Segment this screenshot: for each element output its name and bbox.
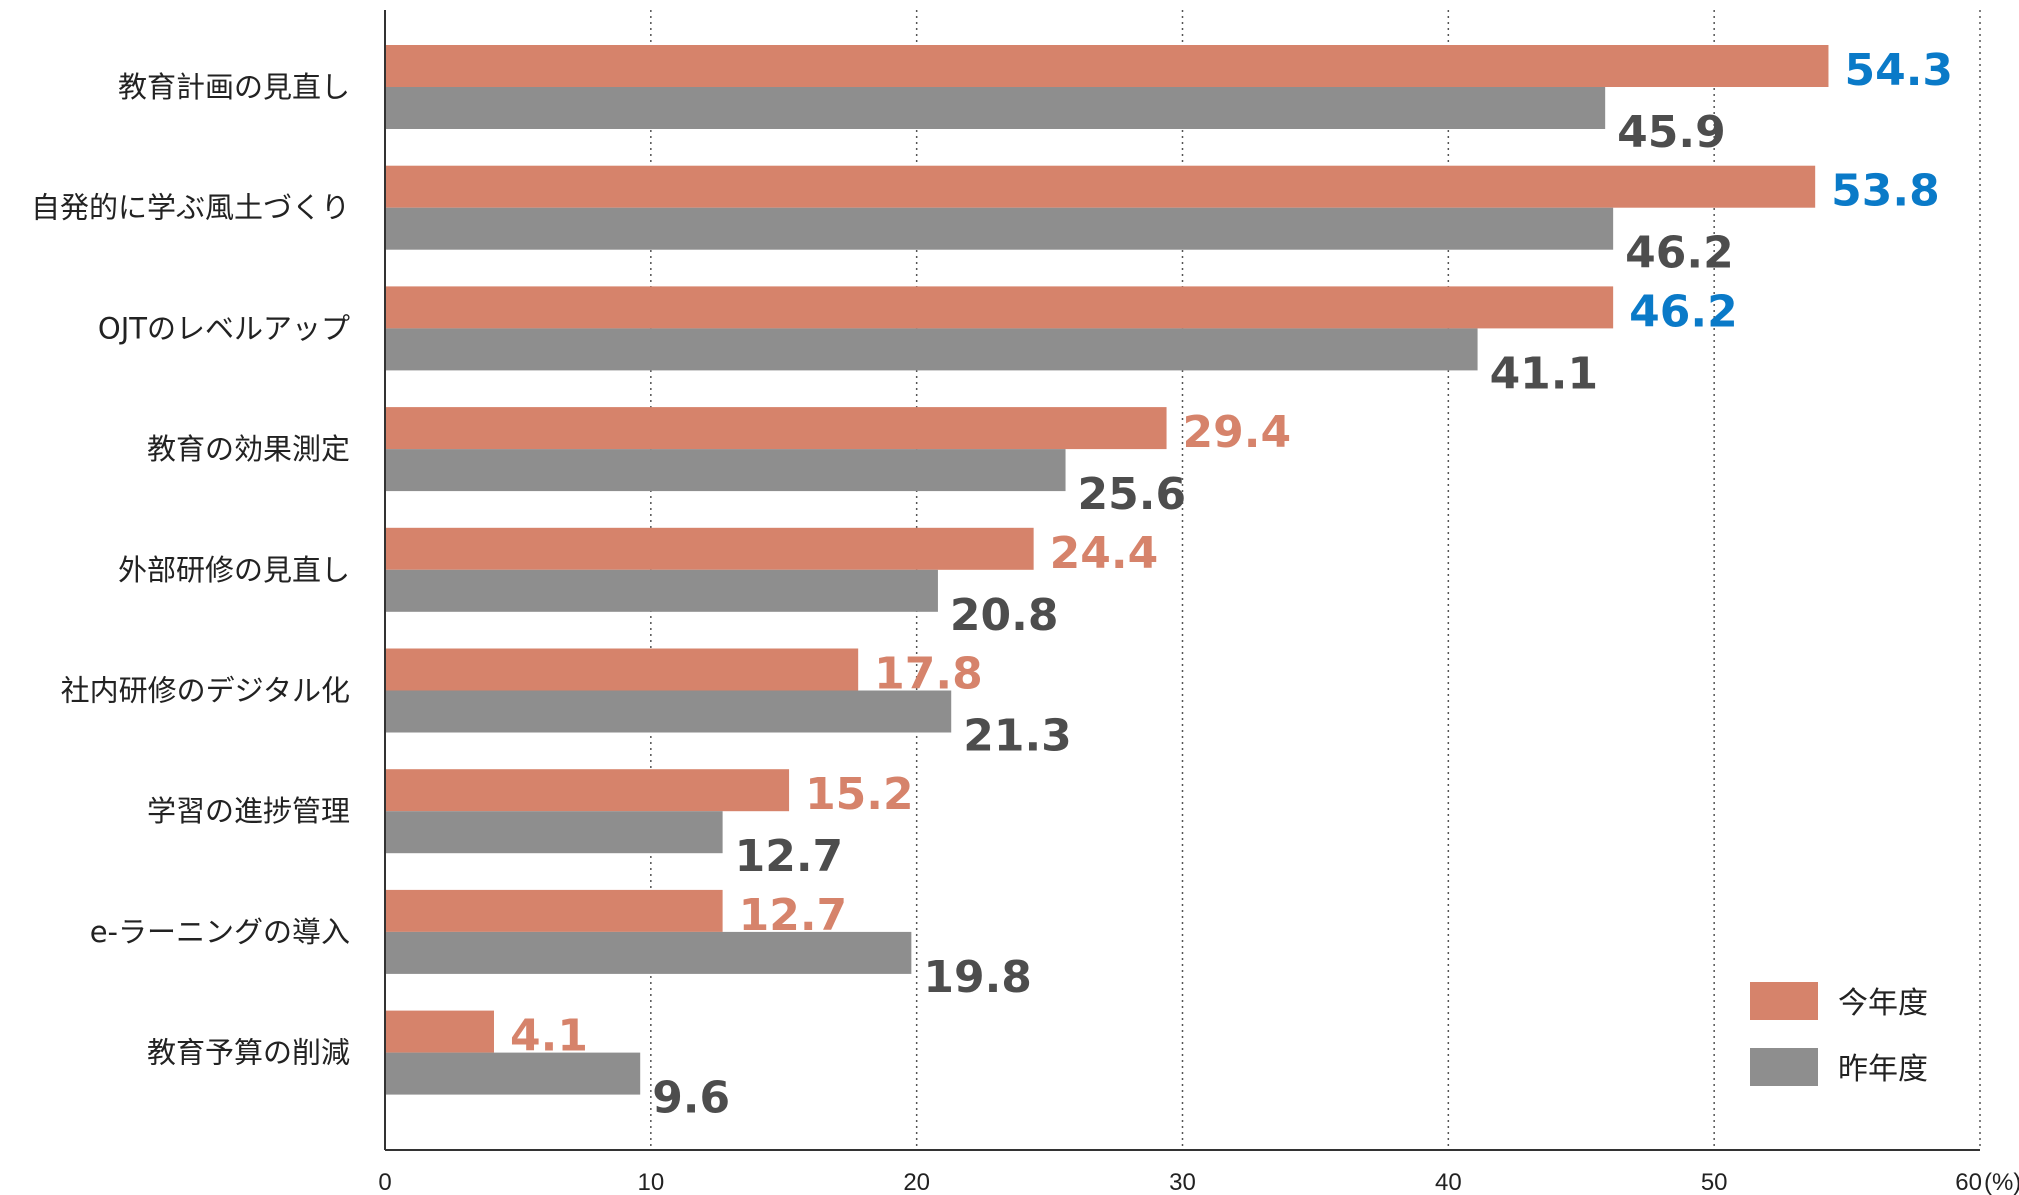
bar-previous <box>385 931 912 974</box>
x-tick-label: 50 <box>1701 1169 1728 1195</box>
category-label: 教育計画の見直し <box>118 70 350 104</box>
value-label-previous: 9.6 <box>652 1073 730 1124</box>
category-label: 自発的に学ぶ風土づくり <box>31 191 350 225</box>
value-label-current: 53.8 <box>1831 166 1940 217</box>
category-label: 社内研修のデジタル化 <box>61 674 350 708</box>
value-label-previous: 41.1 <box>1490 348 1599 399</box>
bar-current <box>385 889 723 932</box>
value-label-previous: 20.8 <box>950 590 1059 641</box>
value-label-previous: 46.2 <box>1625 228 1734 279</box>
value-label-previous: 25.6 <box>1078 469 1187 520</box>
category-label: 学習の進捗管理 <box>147 794 350 828</box>
value-label-current: 54.3 <box>1844 45 1953 96</box>
legend-label: 昨年度 <box>1838 1052 1928 1087</box>
axes-group <box>384 10 1980 1151</box>
value-label-previous: 21.3 <box>963 711 1072 762</box>
bar-previous <box>385 328 1478 371</box>
bar-current <box>385 1010 494 1053</box>
x-tick-label: 10 <box>637 1169 664 1195</box>
bar-current <box>385 527 1034 570</box>
x-tick-label: 0 <box>378 1169 391 1195</box>
bar-previous <box>385 87 1606 129</box>
bar-previous <box>385 207 1614 250</box>
bar-previous <box>385 569 938 612</box>
bar-previous <box>385 690 952 733</box>
bar-previous <box>385 811 723 854</box>
x-tick-labels: 0 10 20 30 40 50 60 (%) <box>378 1169 2019 1195</box>
value-label-current: 29.4 <box>1183 407 1292 458</box>
legend-label: 今年度 <box>1838 986 1928 1021</box>
value-label-current: 12.7 <box>739 890 848 941</box>
legend-swatch <box>1750 982 1818 1020</box>
bar-current <box>385 286 1614 329</box>
bar-current <box>385 648 859 691</box>
value-label-current: 24.4 <box>1050 528 1159 579</box>
bars-group <box>385 45 1829 1095</box>
x-unit-label: (%) <box>1984 1169 2019 1195</box>
bar-current <box>385 45 1829 87</box>
x-tick-label: 30 <box>1169 1169 1196 1195</box>
bar-current <box>385 165 1816 208</box>
value-label-current: 17.8 <box>874 649 983 700</box>
bar-current <box>385 769 790 812</box>
category-label: 教育予算の削減 <box>147 1036 350 1070</box>
category-label: e-ラーニングの導入 <box>90 915 350 949</box>
value-label-previous: 19.8 <box>923 952 1032 1003</box>
category-label: 外部研修の見直し <box>118 553 350 587</box>
value-label-current: 4.1 <box>510 1011 588 1062</box>
bar-previous <box>385 1052 641 1095</box>
x-tick-label: 60 <box>1955 1169 1982 1195</box>
value-label-current: 15.2 <box>805 769 914 820</box>
value-label-previous: 12.7 <box>735 831 844 882</box>
value-labels: 54.3 45.9 53.8 46.2 46.2 41.1 29.4 25.6 24.4 20.8… <box>510 45 1953 1124</box>
value-label-current: 46.2 <box>1629 286 1738 337</box>
legend-swatch <box>1750 1048 1818 1086</box>
value-label-previous: 45.9 <box>1617 107 1726 158</box>
x-tick-label: 40 <box>1435 1169 1462 1195</box>
x-tick-label: 20 <box>903 1169 930 1195</box>
bar-previous <box>385 449 1066 492</box>
category-label: 教育の効果測定 <box>147 432 350 466</box>
category-label: OJTのレベルアップ <box>98 311 350 345</box>
bar-current <box>385 407 1167 450</box>
